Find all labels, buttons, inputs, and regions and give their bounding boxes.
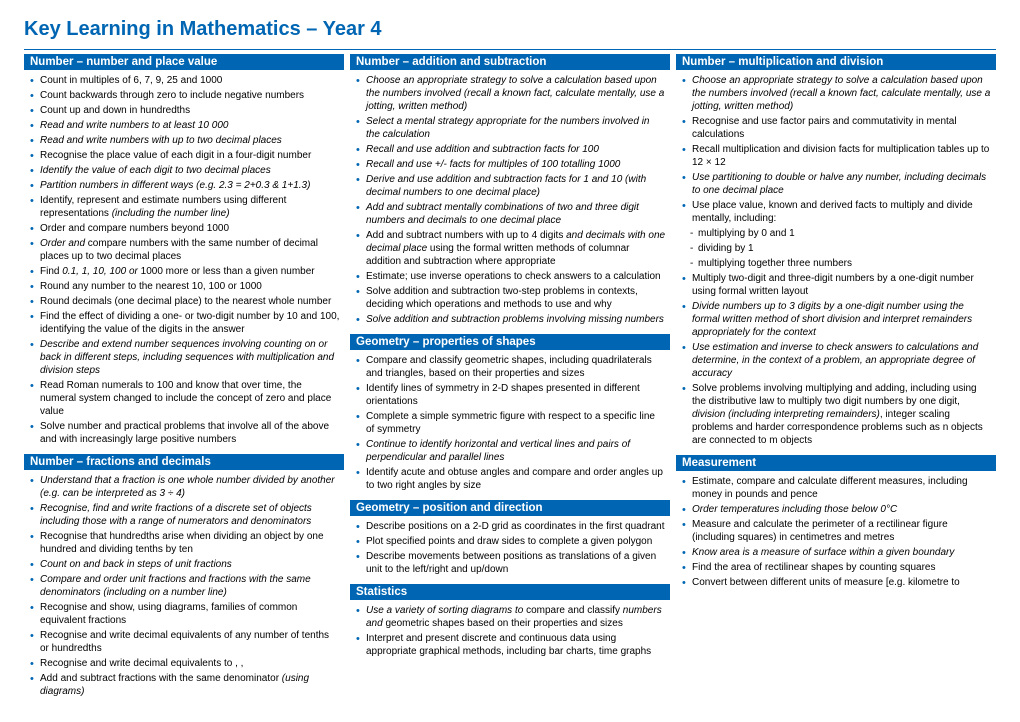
list-item: Find 0.1, 1, 10, 100 or 1000 more or les…	[28, 265, 340, 278]
list-item: Identify, represent and estimate numbers…	[28, 194, 340, 220]
list-item: Choose an appropriate strategy to solve …	[354, 74, 666, 113]
column-0: Number – number and place value Count in …	[24, 52, 344, 704]
list-item: Use a variety of sorting diagrams to com…	[354, 604, 666, 630]
list-item: Solve problems involving multiplying and…	[680, 382, 992, 447]
list-item: Recall multiplication and division facts…	[680, 143, 992, 169]
list-item: Use estimation and inverse to check answ…	[680, 341, 992, 380]
section-list: Describe positions on a 2-D grid as coor…	[350, 516, 670, 582]
list-item: Multiply two-digit and three-digit numbe…	[680, 272, 992, 298]
page-title: Key Learning in Mathematics – Year 4	[24, 18, 996, 41]
list-item: Understand that a fraction is one whole …	[28, 474, 340, 500]
list-item: Recognise and write decimal equivalents …	[28, 657, 340, 670]
list-item: Recognise the place value of each digit …	[28, 149, 340, 162]
list-item: Convert between different units of measu…	[680, 576, 992, 589]
list-item: Round any number to the nearest 10, 100 …	[28, 280, 340, 293]
list-item: Solve addition and subtraction two-step …	[354, 285, 666, 311]
list-item: Use partitioning to double or halve any …	[680, 171, 992, 197]
list-item: Find the area of rectilinear shapes by c…	[680, 561, 992, 574]
section-heading: Measurement	[676, 455, 996, 471]
section-list: Estimate, compare and calculate differen…	[676, 471, 996, 595]
list-item: Interpret and present discrete and conti…	[354, 632, 666, 658]
list-item: Add and subtract numbers with up to 4 di…	[354, 229, 666, 268]
list-item: Choose an appropriate strategy to solve …	[680, 74, 992, 113]
list-item: Continue to identify horizontal and vert…	[354, 438, 666, 464]
list-item: Recognise and write decimal equivalents …	[28, 629, 340, 655]
section-list: Compare and classify geometric shapes, i…	[350, 350, 670, 498]
list-item: Describe and extend number sequences inv…	[28, 338, 340, 377]
list-item: Compare and classify geometric shapes, i…	[354, 354, 666, 380]
list-item: - multiplying together three numbers	[680, 257, 992, 270]
list-item: Find the effect of dividing a one- or tw…	[28, 310, 340, 336]
list-item: Recognise and use factor pairs and commu…	[680, 115, 992, 141]
section-list: Choose an appropriate strategy to solve …	[676, 70, 996, 453]
list-item: Identify lines of symmetry in 2-D shapes…	[354, 382, 666, 408]
list-item: Solve number and practical problems that…	[28, 420, 340, 446]
list-item: Recall and use +/- facts for multiples o…	[354, 158, 666, 171]
list-item: Divide numbers up to 3 digits by a one-d…	[680, 300, 992, 339]
section-heading: Number – fractions and decimals	[24, 454, 344, 470]
columns-container: Number – number and place value Count in …	[24, 49, 996, 704]
list-item: Describe movements between positions as …	[354, 550, 666, 576]
section-list: Count in multiples of 6, 7, 9, 25 and 10…	[24, 70, 344, 452]
list-item: Add and subtract mentally combinations o…	[354, 201, 666, 227]
list-item: Order and compare numbers with the same …	[28, 237, 340, 263]
list-item: Identify acute and obtuse angles and com…	[354, 466, 666, 492]
list-item: Count backwards through zero to include …	[28, 89, 340, 102]
list-item: - multiplying by 0 and 1	[680, 227, 992, 240]
list-item: Read and write numbers with up to two de…	[28, 134, 340, 147]
list-item: Count up and down in hundredths	[28, 104, 340, 117]
column-1: Number – addition and subtraction Choose …	[350, 52, 670, 704]
list-item: Estimate, compare and calculate differen…	[680, 475, 992, 501]
column-2: Number – multiplication and division Choo…	[676, 52, 996, 704]
section-heading: Number – number and place value	[24, 54, 344, 70]
list-item: Recall and use addition and subtraction …	[354, 143, 666, 156]
section-heading: Statistics	[350, 584, 670, 600]
section-heading: Geometry – position and direction	[350, 500, 670, 516]
list-item: Recognise and show, using diagrams, fami…	[28, 601, 340, 627]
list-item: Measure and calculate the perimeter of a…	[680, 518, 992, 544]
section-list: Choose an appropriate strategy to solve …	[350, 70, 670, 332]
list-item: Order and compare numbers beyond 1000	[28, 222, 340, 235]
section-heading: Number – multiplication and division	[676, 54, 996, 70]
list-item: Count on and back in steps of unit fract…	[28, 558, 340, 571]
list-item: Select a mental strategy appropriate for…	[354, 115, 666, 141]
list-item: Compare and order unit fractions and fra…	[28, 573, 340, 599]
list-item: Estimate; use inverse operations to chec…	[354, 270, 666, 283]
list-item: Count in multiples of 6, 7, 9, 25 and 10…	[28, 74, 340, 87]
list-item: Know area is a measure of surface within…	[680, 546, 992, 559]
list-item: Add and subtract fractions with the same…	[28, 672, 340, 698]
list-item: Derive and use addition and subtraction …	[354, 173, 666, 199]
list-item: - dividing by 1	[680, 242, 992, 255]
list-item: Identify the value of each digit to two …	[28, 164, 340, 177]
list-item: Complete a simple symmetric figure with …	[354, 410, 666, 436]
list-item: Describe positions on a 2-D grid as coor…	[354, 520, 666, 533]
list-item: Partition numbers in different ways (e.g…	[28, 179, 340, 192]
section-list: Understand that a fraction is one whole …	[24, 470, 344, 704]
section-list: Use a variety of sorting diagrams to com…	[350, 600, 670, 664]
list-item: Plot specified points and draw sides to …	[354, 535, 666, 548]
list-item: Recognise, find and write fractions of a…	[28, 502, 340, 528]
list-item: Solve addition and subtraction problems …	[354, 313, 666, 326]
section-heading: Number – addition and subtraction	[350, 54, 670, 70]
list-item: Order temperatures including those below…	[680, 503, 992, 516]
list-item: Round decimals (one decimal place) to th…	[28, 295, 340, 308]
list-item: Recognise that hundredths arise when div…	[28, 530, 340, 556]
list-item: Read Roman numerals to 100 and know that…	[28, 379, 340, 418]
list-item: Use place value, known and derived facts…	[680, 199, 992, 225]
section-heading: Geometry – properties of shapes	[350, 334, 670, 350]
list-item: Read and write numbers to at least 10 00…	[28, 119, 340, 132]
